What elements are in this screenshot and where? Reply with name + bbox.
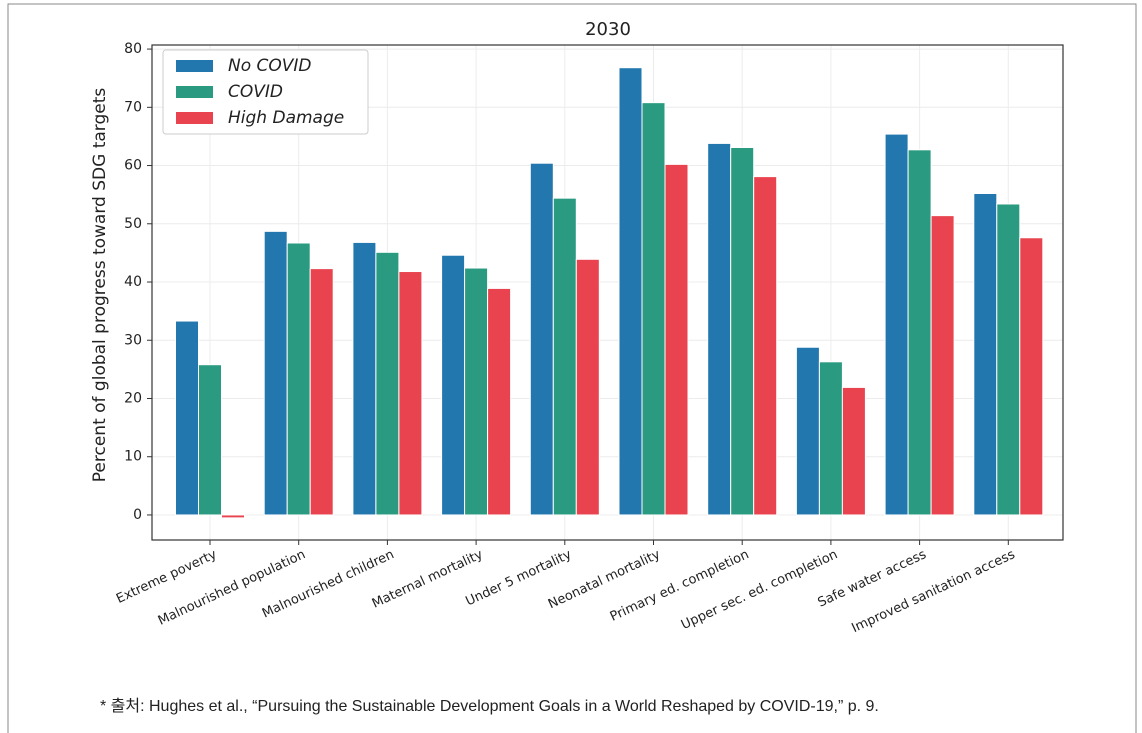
bar — [175, 320, 199, 516]
bar — [973, 193, 998, 516]
bar — [286, 242, 311, 516]
bar — [795, 346, 820, 516]
legend-label: No COVID — [228, 56, 312, 76]
bar — [841, 386, 866, 516]
legend-swatch — [176, 86, 213, 98]
y-tick-label: 30 — [124, 332, 142, 348]
source-note: * 출처: Hughes et al., “Pursuing the Susta… — [100, 697, 879, 715]
bar — [930, 215, 955, 516]
bar — [221, 514, 245, 519]
y-tick-label: 20 — [124, 390, 142, 406]
bar — [996, 203, 1021, 516]
bar — [1019, 237, 1044, 516]
bar — [441, 254, 466, 516]
bar — [309, 268, 334, 516]
y-tick-label: 50 — [124, 216, 142, 232]
bar — [487, 287, 512, 516]
plot-frame — [151, 44, 1064, 541]
bar — [907, 149, 932, 516]
bar — [198, 364, 222, 516]
bar — [707, 142, 732, 516]
y-tick-label: 70 — [124, 99, 142, 115]
bar — [884, 133, 909, 516]
y-tick-label: 80 — [124, 41, 142, 57]
bar — [618, 67, 643, 516]
bar — [552, 197, 577, 516]
y-tick-label: 60 — [124, 158, 142, 174]
bar — [575, 258, 600, 516]
frame — [7, 3, 1137, 733]
legend-label: High Damage — [228, 108, 344, 128]
bar — [753, 176, 778, 516]
legend-box — [162, 49, 369, 135]
y-tick-label: 0 — [133, 507, 142, 523]
legend-label: COVID — [228, 82, 283, 102]
bar — [664, 163, 689, 516]
x-tick-label: Upper sec. ed. completion — [679, 547, 840, 633]
legend-swatch — [176, 60, 213, 72]
y-tick-label: 40 — [124, 274, 142, 290]
bar — [529, 162, 554, 516]
bar — [818, 361, 843, 516]
bar — [375, 251, 400, 516]
bar — [398, 271, 423, 516]
bar — [263, 230, 288, 516]
y-tick-label: 10 — [124, 449, 142, 465]
x-tick-label: Improved sanitation access — [849, 547, 1017, 636]
bar — [641, 102, 666, 516]
bar — [730, 146, 755, 516]
legend-swatch — [176, 112, 213, 124]
chart-title: 2030 — [585, 19, 631, 40]
bar — [352, 241, 377, 516]
x-tick-label: Malnourished population — [156, 547, 308, 629]
bar — [464, 267, 489, 516]
y-axis-label: Percent of global progress toward SDG ta… — [90, 88, 110, 483]
